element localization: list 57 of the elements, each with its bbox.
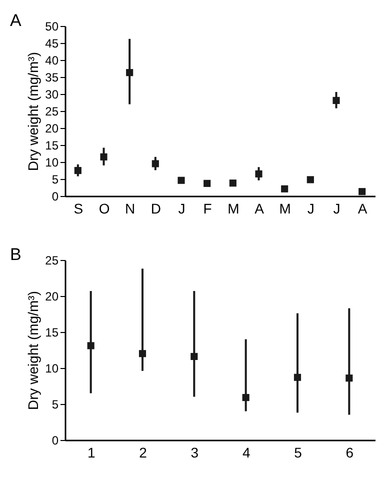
chart-title: A [10,11,22,30]
point [100,153,108,160]
x-tick-label: 3 [190,444,199,460]
y-axis-title: Dry weight (mg/m³) [25,52,42,172]
x-tick-label: F [203,200,212,216]
point [306,176,314,184]
point [346,374,353,382]
chart-title: B [10,245,22,264]
x-tick-label: J [178,200,186,216]
y-tick-label: 10 [45,362,59,376]
y-tick-label: 25 [45,104,59,118]
x-tick-label: M [279,200,291,216]
y-tick-label: 5 [52,398,59,412]
point [358,188,366,196]
x-tick-label: 6 [346,444,354,460]
point [229,180,236,187]
y-tick-label: 25 [45,254,59,268]
x-tick-label: O [98,200,110,216]
y-tick-label: 35 [45,70,59,84]
y-tick-label: 30 [45,88,59,102]
y-tick-label: 10 [45,156,59,170]
y-tick-label: 50 [45,20,59,34]
y-tick-label: 45 [45,36,59,50]
point [74,166,82,174]
x-tick-label: M [228,200,240,216]
x-tick-label: S [74,200,84,216]
x-tick-label: 2 [139,444,148,460]
x-tick-label: 5 [294,444,302,460]
y-tick-label: 20 [45,290,59,304]
point [152,160,159,168]
point [190,352,198,360]
y-tick-label: 15 [45,326,59,340]
x-tick-label: J [333,200,340,216]
y-tick-label: 20 [45,122,59,136]
point [138,350,146,358]
point [294,374,302,381]
point [281,185,288,192]
point [332,96,340,104]
point [178,176,185,184]
x-tick-label: N [125,200,136,216]
y-tick-label: 15 [45,138,59,152]
point [126,69,134,76]
point [255,170,262,178]
x-tick-label: A [254,200,265,216]
y-tick-label: 5 [52,172,59,186]
y-tick-label: 40 [45,54,59,68]
x-tick-label: 1 [87,444,96,460]
y-axis-title: Dry weight (mg/m³) [25,290,42,410]
point [87,342,94,350]
y-tick-label: 0 [52,190,59,204]
point [242,394,250,402]
y-tick-label: 0 [52,434,59,448]
x-tick-label: J [307,200,314,216]
x-tick-label: D [150,200,161,216]
point [204,180,211,187]
x-tick-label: 4 [242,444,250,460]
x-tick-label: A [358,200,368,216]
